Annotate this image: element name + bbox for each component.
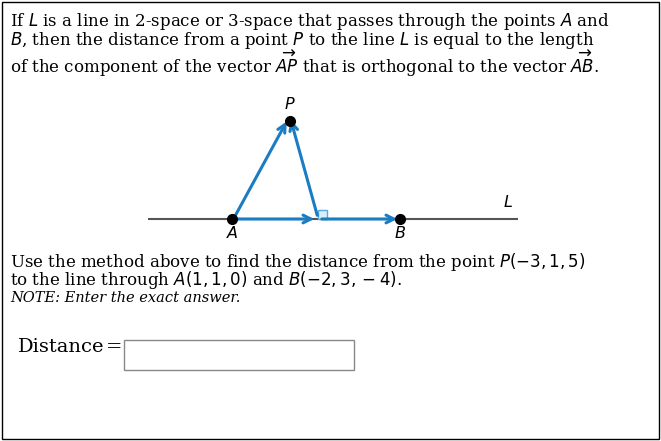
Text: of the component of the vector $\overrightarrow{AP}$ that is orthogonal to the v: of the component of the vector $\overrig…	[10, 49, 599, 79]
Text: to the line through $A(1, 1, 0)$ and $B(-2, 3, -4)$.: to the line through $A(1, 1, 0)$ and $B(…	[10, 269, 402, 291]
Text: Distance: Distance	[18, 338, 104, 356]
Text: $L$: $L$	[503, 194, 513, 211]
Bar	[318, 210, 327, 219]
Text: If $L$ is a line in 2-space or 3-space that passes through the points $A$ and: If $L$ is a line in 2-space or 3-space t…	[10, 11, 609, 32]
Text: =: =	[106, 338, 122, 356]
Text: $A$: $A$	[225, 225, 239, 242]
Text: $B$, then the distance from a point $P$ to the line $L$ is equal to the length: $B$, then the distance from a point $P$ …	[10, 30, 594, 51]
Bar	[124, 340, 354, 370]
Text: Use the method above to find the distance from the point $P(-3, 1, 5)$: Use the method above to find the distanc…	[10, 251, 586, 273]
Text: $B$: $B$	[394, 225, 406, 242]
Text: $P$: $P$	[284, 96, 296, 113]
Text: NOTE: Enter the exact answer.: NOTE: Enter the exact answer.	[10, 291, 241, 305]
